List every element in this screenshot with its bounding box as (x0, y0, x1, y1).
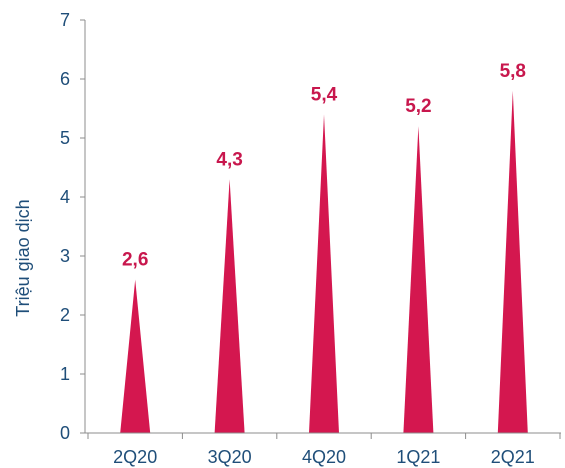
data-label: 2,6 (122, 250, 148, 271)
y-tick-label: 0 (60, 423, 70, 443)
bar-2Q20 (120, 279, 151, 433)
y-tick-label: 5 (60, 128, 70, 148)
data-label: 5,4 (311, 84, 338, 105)
x-tick-label: 4Q20 (302, 447, 346, 467)
bar-3Q20 (214, 179, 245, 433)
y-tick-label: 7 (60, 10, 70, 30)
bar-2Q21 (497, 90, 528, 434)
y-tick-label: 4 (60, 187, 70, 207)
y-tick-label: 1 (60, 364, 70, 384)
y-tick-label: 3 (60, 246, 70, 266)
y-tick-label: 6 (60, 69, 70, 89)
data-label: 4,3 (216, 149, 242, 170)
x-tick-label: 1Q21 (396, 447, 440, 467)
y-axis-title: Triệu giao dịch (13, 199, 33, 316)
x-tick-label: 2Q21 (491, 447, 535, 467)
data-label: 5,2 (405, 96, 431, 117)
y-tick-label: 2 (60, 305, 70, 325)
x-tick-label: 2Q20 (113, 447, 157, 467)
x-tick-label: 3Q20 (208, 447, 252, 467)
data-label: 5,8 (500, 61, 526, 82)
bar-4Q20 (309, 114, 339, 434)
bar-1Q21 (403, 126, 434, 433)
